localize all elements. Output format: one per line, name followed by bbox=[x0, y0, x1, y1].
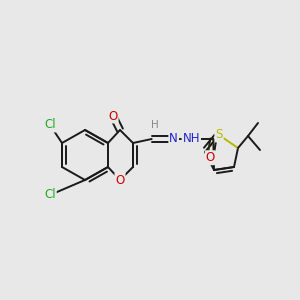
Text: O: O bbox=[108, 110, 118, 122]
Text: N: N bbox=[169, 133, 178, 146]
Text: H: H bbox=[151, 120, 159, 130]
Text: Cl: Cl bbox=[44, 118, 56, 131]
Text: S: S bbox=[215, 128, 223, 142]
Text: NH: NH bbox=[182, 133, 200, 146]
Text: O: O bbox=[206, 151, 215, 164]
Text: Cl: Cl bbox=[44, 188, 56, 202]
Text: O: O bbox=[116, 173, 124, 187]
